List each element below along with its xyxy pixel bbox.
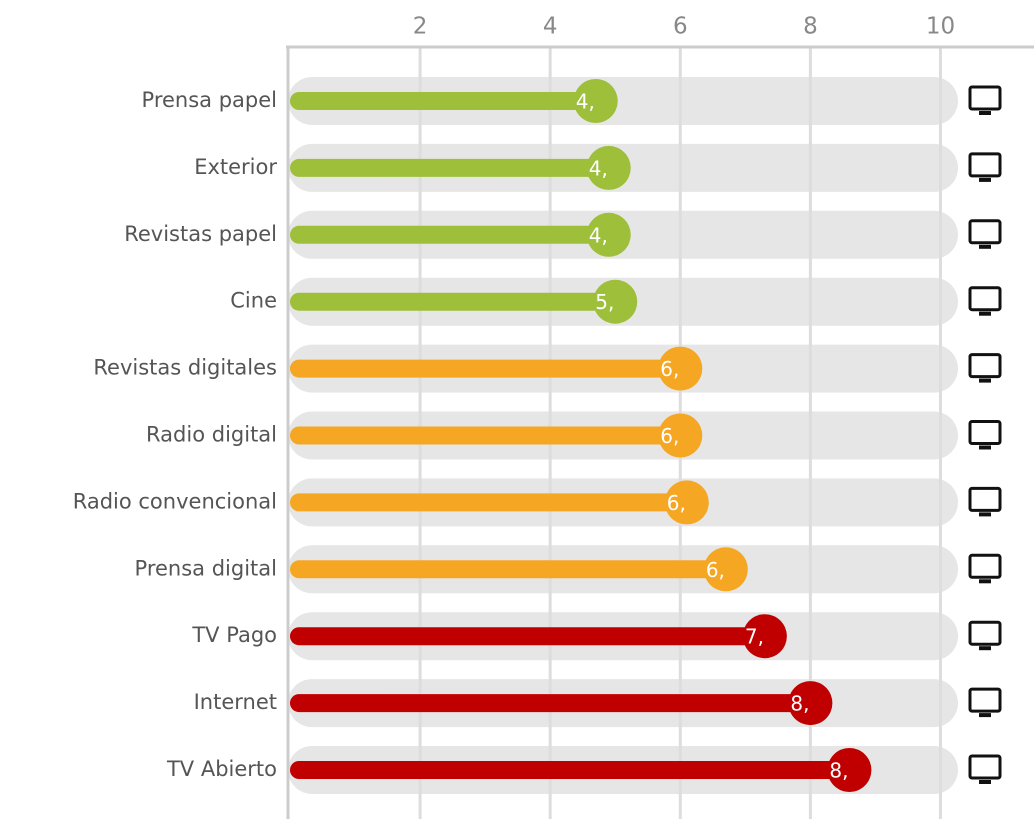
category-label: Internet [194, 690, 277, 714]
icon-base [979, 512, 991, 517]
value-label: 6, [660, 357, 679, 381]
x-tick-label: 6 [673, 14, 688, 40]
x-tick-label: 4 [543, 14, 558, 40]
icon-shape [968, 754, 1002, 780]
bar [290, 761, 850, 779]
icon-shape [968, 219, 1002, 245]
bar [290, 158, 609, 177]
category-label: TV Abierto [166, 757, 277, 781]
category-label: Radio digital [146, 423, 277, 447]
bar [290, 493, 687, 512]
dot [788, 681, 833, 726]
icon-base [979, 646, 991, 651]
icon-base [979, 579, 991, 584]
icon-shape [968, 286, 1002, 312]
icon-shape [968, 553, 1002, 579]
bar [290, 92, 596, 110]
icon-shape [968, 420, 1002, 445]
dot [664, 480, 709, 525]
dot [742, 614, 787, 659]
icon-base [979, 445, 991, 450]
icon [968, 219, 1002, 249]
value-label: 8, [829, 759, 848, 783]
value-label: 4, [589, 223, 608, 247]
icon-shape [968, 687, 1002, 713]
bar [290, 426, 681, 445]
bar [290, 694, 811, 713]
icon [968, 620, 1002, 651]
dot [658, 346, 703, 391]
category-label: Prensa papel [142, 88, 277, 112]
icon-base [979, 378, 991, 383]
icon-shape [968, 486, 1002, 512]
bar [290, 225, 609, 244]
category-label: Cine [230, 289, 277, 313]
dot [593, 279, 638, 324]
value-label: 4, [589, 156, 608, 180]
bar [290, 292, 616, 311]
dot [586, 212, 631, 257]
value-label: 6, [706, 558, 725, 582]
bar [290, 627, 765, 646]
dot [658, 413, 703, 458]
icon-base [979, 111, 991, 115]
value-label: 4, [576, 90, 595, 114]
icon [968, 553, 1002, 584]
dot [573, 79, 618, 123]
dot [827, 748, 872, 792]
x-tick-label: 8 [803, 14, 818, 40]
bar [290, 560, 726, 579]
icon [968, 85, 1002, 115]
icon-base [979, 713, 991, 718]
icon [968, 420, 1002, 450]
bar-track [288, 77, 958, 125]
dot [703, 547, 748, 592]
category-label: Prensa digital [135, 556, 277, 580]
icon-base [979, 244, 991, 249]
category-label: Revistas papel [124, 222, 277, 246]
x-tick-label: 2 [413, 14, 428, 40]
icon-base [979, 311, 991, 316]
value-label: 6, [660, 424, 679, 448]
icon-shape [968, 620, 1002, 646]
value-label: 5, [595, 290, 614, 314]
value-label: 8, [790, 692, 809, 716]
icon [968, 353, 1002, 383]
category-label: TV Pago [191, 623, 277, 647]
icon [968, 687, 1002, 718]
value-label: 6, [667, 491, 686, 515]
category-label: Revistas digitales [93, 356, 277, 380]
icon [968, 152, 1002, 182]
icon [968, 754, 1002, 784]
icon-shape [968, 353, 1002, 379]
bar [290, 359, 681, 378]
icon [968, 286, 1002, 316]
category-label: Exterior [194, 155, 277, 179]
dot [586, 145, 631, 190]
value-label: 7, [745, 625, 764, 649]
icon-shape [968, 152, 1002, 178]
x-tick-label: 10 [926, 14, 955, 40]
category-label: Radio convencional [73, 489, 277, 513]
icon-base [979, 780, 991, 784]
icon-shape [968, 85, 1002, 111]
icon [968, 486, 1002, 517]
icon-base [979, 177, 991, 182]
